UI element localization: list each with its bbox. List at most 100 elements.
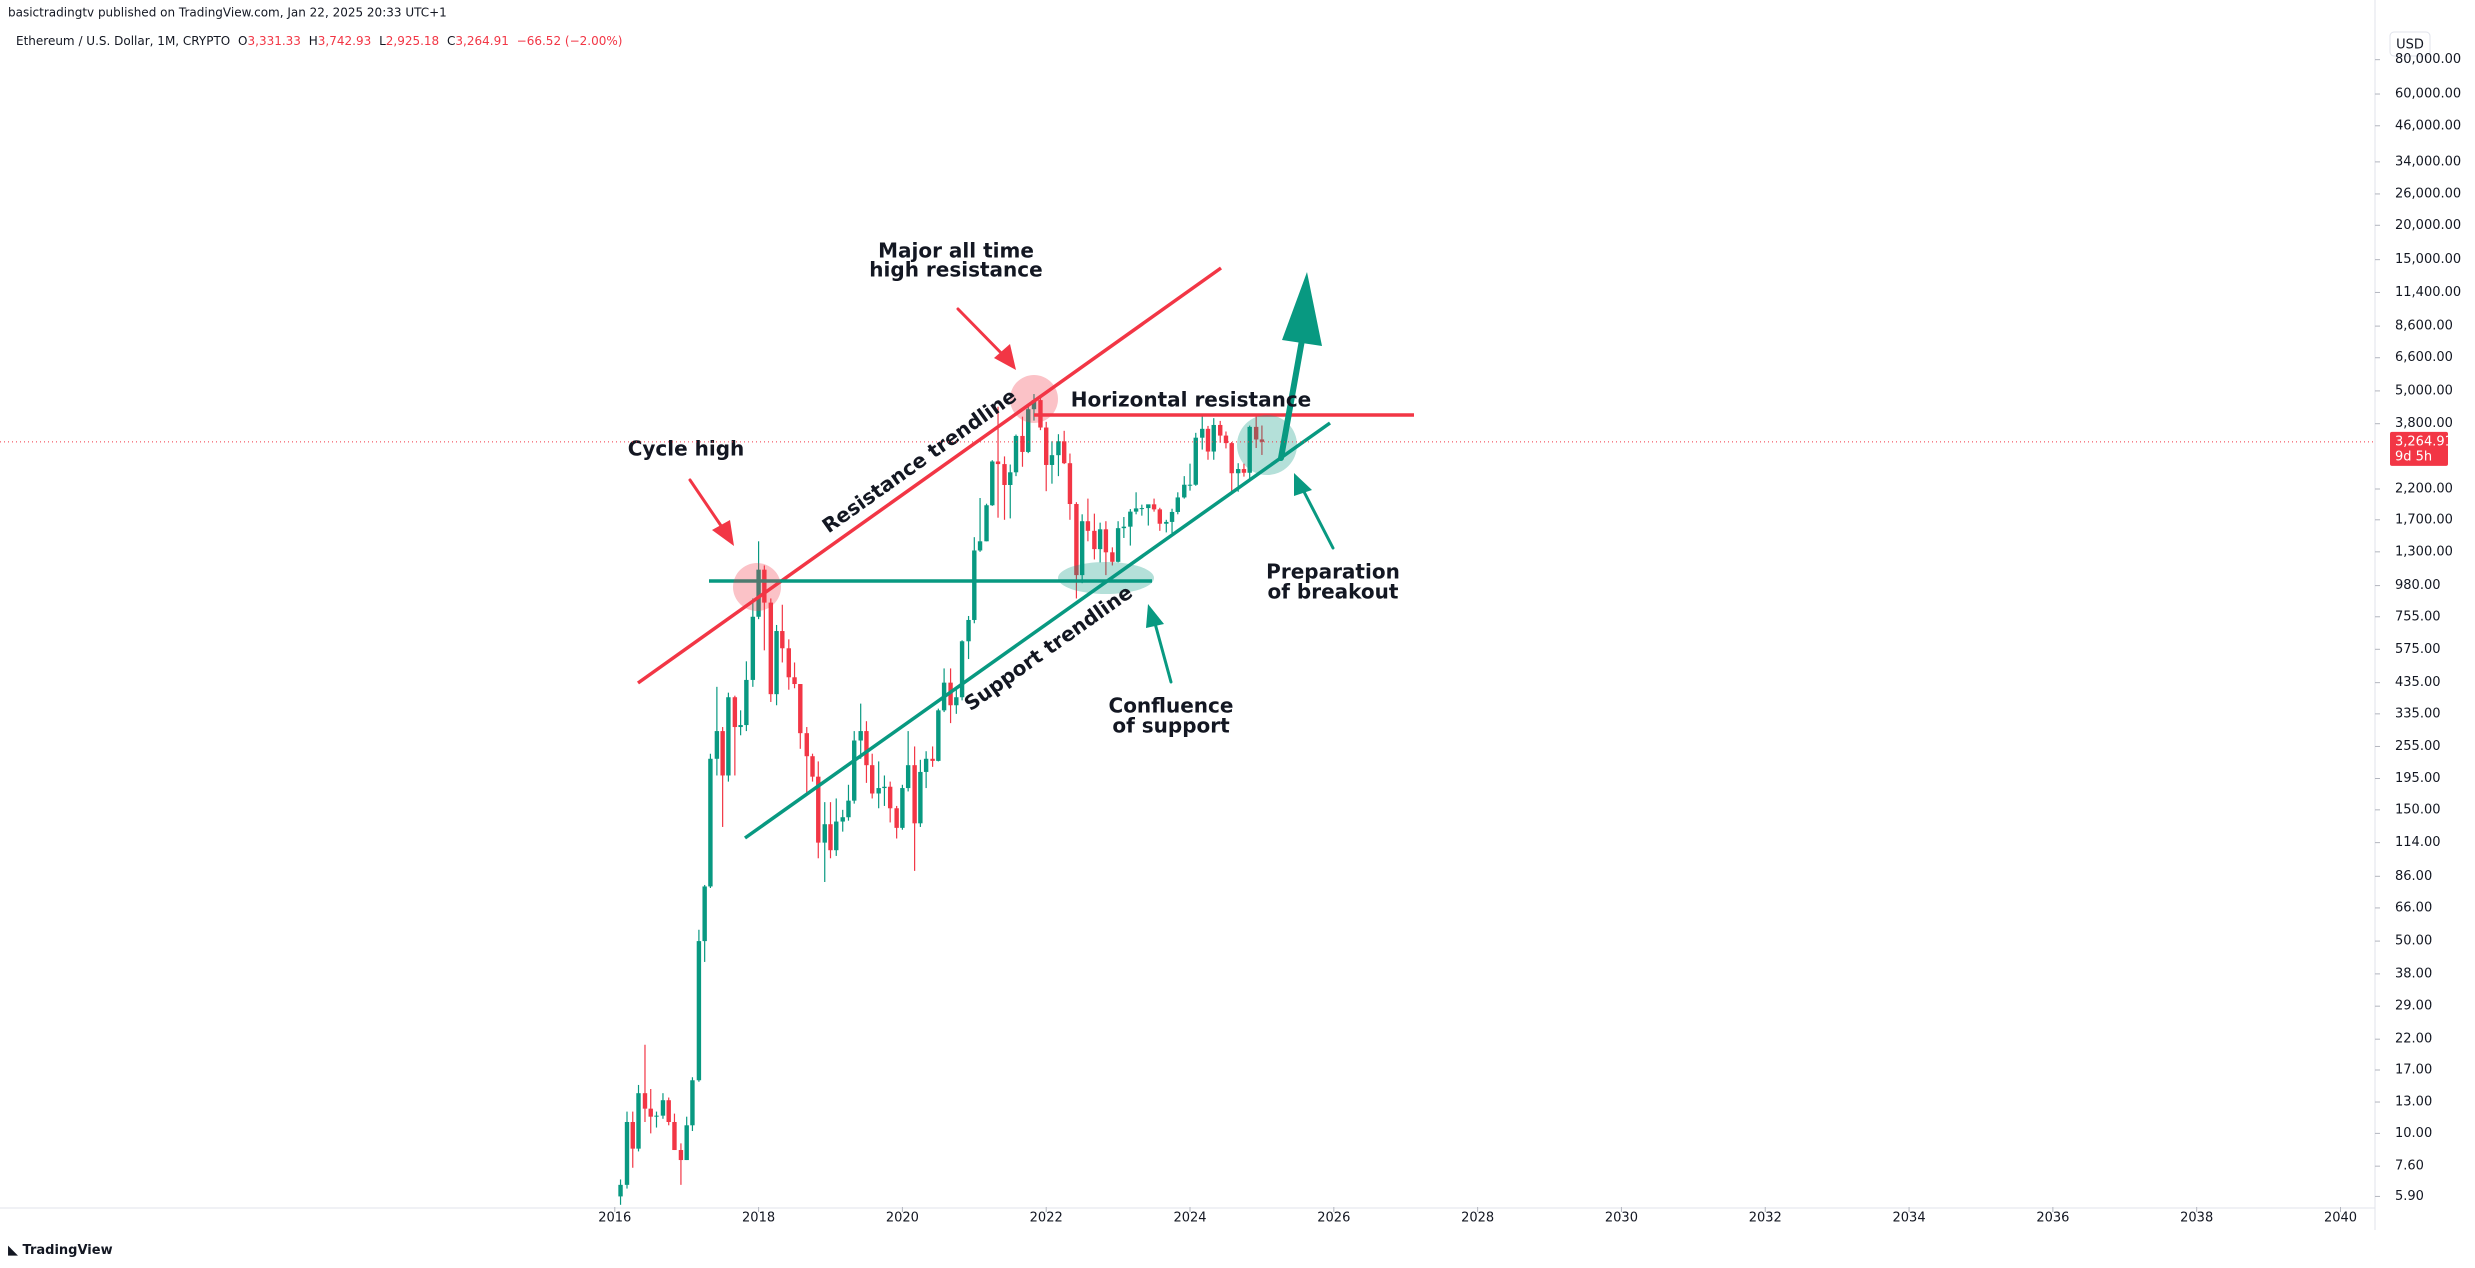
currency-box[interactable] [2389, 31, 2431, 57]
candle-body [894, 808, 899, 828]
candle-body [1056, 441, 1061, 456]
brand-text: TradingView [23, 1243, 113, 1258]
change: −66.52 (−2.00%) [517, 34, 623, 48]
x-tick-label: 2036 [2036, 1211, 2069, 1226]
candle-body [864, 731, 869, 766]
y-tick-label: 17.00 [2395, 1062, 2432, 1077]
candle-body [1182, 484, 1187, 498]
candle-body [828, 824, 833, 851]
candle-body [918, 771, 923, 824]
candle-body [684, 1125, 689, 1161]
arrow [1151, 614, 1173, 684]
x-tick-label: 2034 [1893, 1211, 1926, 1226]
y-tick-label: 46,000.00 [2395, 118, 2461, 133]
candle-body [786, 648, 791, 678]
candle-body [869, 765, 875, 794]
candle-body [954, 697, 959, 706]
x-tick-label: 2028 [1461, 1211, 1494, 1226]
candle-body [887, 786, 893, 809]
l-label: L [379, 34, 386, 48]
brand: ◣ TradingView [8, 1243, 113, 1258]
candle-body [977, 541, 983, 551]
currency[interactable]: USD [2396, 38, 2424, 53]
candle-body [1121, 526, 1127, 529]
published: basictradingtv published on TradingView.… [8, 6, 447, 20]
y-tick-label: 1,300.00 [2395, 544, 2453, 559]
candle-body [972, 550, 977, 620]
annotation: of breakout [1268, 580, 1399, 604]
candle-body [738, 725, 743, 728]
candle-body [1205, 428, 1211, 452]
candle-body [744, 679, 749, 726]
x-tick-label: 2022 [1030, 1211, 1063, 1226]
y-tick-label: 11,400.00 [2395, 285, 2461, 300]
candle-body [756, 569, 761, 617]
candle-body [678, 1150, 684, 1161]
arrow [956, 307, 1010, 362]
y-tick-label: 22.00 [2395, 1032, 2432, 1047]
arrow [1298, 482, 1335, 550]
candle-body [923, 758, 929, 772]
candle-body [1175, 497, 1180, 512]
y-tick-label: 335.00 [2395, 706, 2441, 721]
x-tick-label: 2030 [1605, 1211, 1638, 1226]
candle-body [1097, 529, 1103, 550]
candle-body [1139, 508, 1145, 510]
candle-body [732, 697, 738, 728]
candle-body [1031, 400, 1037, 410]
o-label: O [238, 34, 247, 48]
candle-body [1044, 427, 1049, 465]
y-tick-label: 8,600.00 [2395, 319, 2453, 334]
candle-body [1008, 472, 1013, 485]
candle-body [726, 697, 731, 776]
y-tick-label: 80,000.00 [2395, 52, 2461, 67]
countdown: 9d 5h [2395, 449, 2432, 464]
candle-body [1200, 428, 1205, 438]
resistance-trendline [636, 266, 1223, 685]
candle-body [1218, 424, 1223, 436]
candle-body [959, 641, 965, 698]
candle-body [690, 1080, 695, 1126]
y-tick-label: 150.00 [2395, 802, 2441, 817]
highlight [733, 563, 781, 611]
arrow-head [994, 344, 1016, 370]
candle-body [672, 1121, 677, 1151]
highlight [1058, 562, 1154, 594]
candle-body [840, 817, 845, 822]
y-tick-label: 5,000.00 [2395, 383, 2453, 398]
annotation: Cycle high [628, 437, 745, 461]
candle-body [1115, 528, 1121, 562]
candle-body [1157, 509, 1163, 524]
annotation: Preparation [1266, 560, 1400, 584]
arrow [1278, 337, 1305, 461]
last-price-box [2390, 431, 2448, 466]
candle-body [1235, 469, 1241, 474]
y-tick-label: 66.00 [2395, 900, 2432, 915]
y-tick-label: 15,000.00 [2395, 252, 2461, 267]
candle-body [912, 765, 917, 824]
y-tick-label: 13.00 [2395, 1095, 2432, 1110]
annotation: Major all time [878, 239, 1034, 263]
x-tick-label: 2024 [1173, 1211, 1206, 1226]
y-tick-label: 980.00 [2395, 578, 2441, 593]
x-tick-label: 2038 [2180, 1211, 2213, 1226]
candle-body [624, 1121, 630, 1185]
y-tick-label: 29.00 [2395, 999, 2432, 1014]
candle-body [654, 1115, 659, 1117]
candle-body [882, 786, 887, 789]
candle-body [714, 731, 720, 759]
candle-body [798, 684, 803, 734]
candle-body [1223, 435, 1229, 444]
y-tick-label: 195.00 [2395, 771, 2441, 786]
candle-body [1103, 529, 1109, 553]
y-tick-label: 435.00 [2395, 675, 2441, 690]
arrow-head [712, 520, 734, 546]
y-tick-label: 60,000.00 [2395, 87, 2461, 102]
x-tick-label: 2016 [598, 1211, 631, 1226]
h-value: 3,742.93 [318, 34, 371, 48]
x-tick-label: 2020 [886, 1211, 919, 1226]
candle-body [984, 505, 989, 542]
annotation: Confluence [1109, 694, 1234, 718]
x-tick-label: 2040 [2324, 1211, 2357, 1226]
